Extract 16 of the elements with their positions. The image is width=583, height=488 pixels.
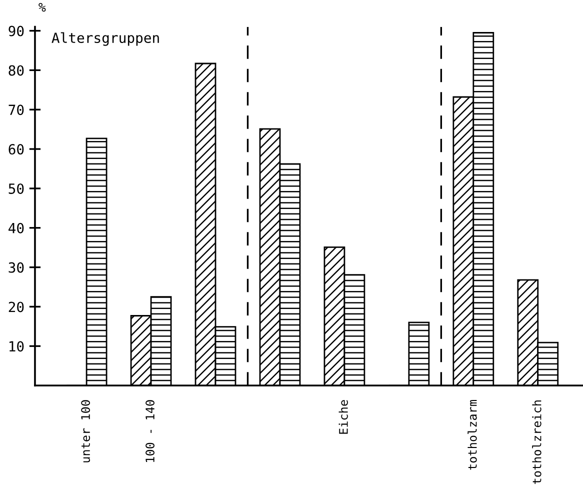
y-tick-label: 40 (8, 222, 24, 234)
y-tick-label: 70 (8, 104, 24, 116)
y-tick-label: 80 (8, 65, 24, 76)
y-tick-label: 30 (8, 262, 24, 273)
x-tick-label: Eiche (338, 400, 348, 434)
x-tick-label: totholzarm (468, 400, 477, 470)
y-tick-label: 90 (8, 26, 24, 36)
y-tick-label: 50 (8, 183, 24, 194)
x-tick-label: 100 - 140 (146, 400, 154, 462)
y-tick-label: 60 (8, 144, 24, 155)
y-tick-label: 20 (8, 302, 24, 312)
annotation: Altersgruppen (52, 32, 159, 46)
y-axis-title: % (38, 2, 46, 12)
y-tick-label: 10 (10, 341, 24, 352)
x-tick-label: unter 100 (81, 400, 90, 462)
x-tick-label: totholzreich (532, 400, 542, 484)
